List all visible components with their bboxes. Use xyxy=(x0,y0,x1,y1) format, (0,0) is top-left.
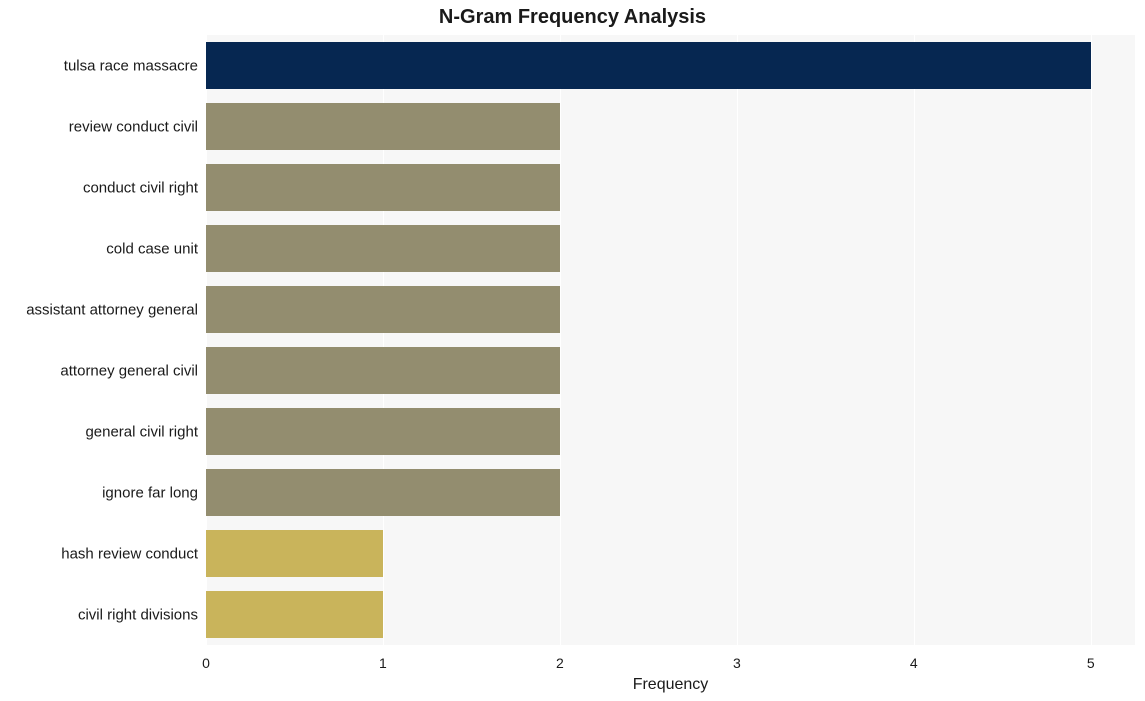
y-tick-label: review conduct civil xyxy=(0,118,198,135)
ngram-chart: N-Gram Frequency Analysis tulsa race mas… xyxy=(0,0,1145,701)
gridline xyxy=(737,35,738,645)
y-axis-labels: tulsa race massacre review conduct civil c… xyxy=(0,0,206,701)
y-tick-label: general civil right xyxy=(0,423,198,440)
y-tick-label: attorney general civil xyxy=(0,362,198,379)
x-tick-label: 0 xyxy=(202,655,210,671)
x-axis-label: Frequency xyxy=(206,676,1135,694)
bar xyxy=(206,225,560,272)
gridline xyxy=(560,35,561,645)
bar xyxy=(206,469,560,516)
bar xyxy=(206,42,1091,89)
x-tick-label: 4 xyxy=(910,655,918,671)
bar xyxy=(206,286,560,333)
y-tick-label: ignore far long xyxy=(0,484,198,501)
y-tick-label: cold case unit xyxy=(0,240,198,257)
bar xyxy=(206,347,560,394)
bar xyxy=(206,103,560,150)
plot-area xyxy=(206,35,1135,645)
x-tick-label: 3 xyxy=(733,655,741,671)
x-tick-label: 2 xyxy=(556,655,564,671)
x-tick-label: 1 xyxy=(379,655,387,671)
gridline xyxy=(1091,35,1092,645)
y-tick-label: hash review conduct xyxy=(0,545,198,562)
y-tick-label: civil right divisions xyxy=(0,606,198,623)
bar xyxy=(206,164,560,211)
bar xyxy=(206,408,560,455)
y-tick-label: conduct civil right xyxy=(0,179,198,196)
gridline xyxy=(914,35,915,645)
bar xyxy=(206,530,383,577)
y-tick-label: tulsa race massacre xyxy=(0,57,198,74)
bar xyxy=(206,591,383,638)
x-tick-label: 5 xyxy=(1087,655,1095,671)
y-tick-label: assistant attorney general xyxy=(0,301,198,318)
